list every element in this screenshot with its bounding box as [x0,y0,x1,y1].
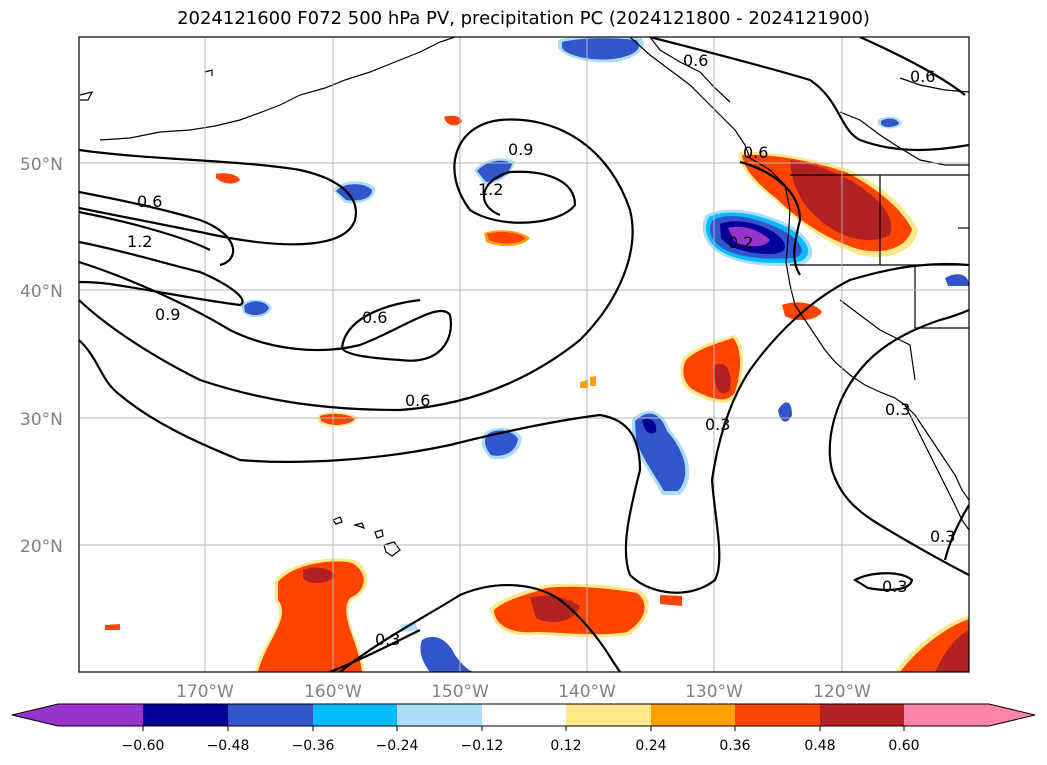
precip-negative-areas [241,37,969,672]
colorbar-tick-label: −0.24 [376,738,419,754]
contour-label: 1.2 [127,232,152,251]
contour-label: 0.3 [882,577,907,596]
colorbar-right-arrow [989,704,1035,726]
contour-label: 1.2 [478,180,503,199]
contour-label: 0.6 [137,192,162,211]
lon-label: 130°W [685,682,743,702]
contour-label-group: 0.6 0.6 0.6 1.2 0.9 0.9 1.2 0.6 0.6 0.3 … [127,51,955,649]
contour-label: 0.9 [508,140,533,159]
precip-positive-areas [105,115,969,672]
colorbar-segment [566,704,651,726]
map-background [79,37,969,672]
colorbar-tick-label: −0.12 [461,738,504,754]
colorbar-tick-label: 0.48 [804,738,835,754]
contour-label: 0.3 [930,527,955,546]
contour-label: 0.3 [705,415,730,434]
colorbar-tick-label: −0.60 [122,738,165,754]
colorbar-segment [482,704,566,726]
map-title: 2024121600 F072 500 hPa PV, precipitatio… [177,8,870,29]
colorbar-segment [904,704,989,726]
colorbar-tick-label: 0.24 [635,738,666,754]
lon-label: 120°W [813,682,871,702]
lon-label: 170°W [176,682,234,702]
colorbar: −0.60 −0.48 −0.36 −0.24 −0.12 0.12 0.24 … [11,703,1036,754]
lat-label: 20°N [20,537,63,557]
colorbar-tick-label: −0.36 [292,738,335,754]
lon-label: 150°W [431,682,489,702]
colorbar-segment [820,704,904,726]
lon-label: 160°W [304,682,362,702]
colorbar-left-arrow [12,704,58,726]
colorbar-outline [11,703,1036,727]
contour-label: 0.3 [885,400,910,419]
colorbar-segment [228,704,313,726]
colorbar-segment [143,704,228,726]
colorbar-tick-label: 0.60 [888,738,919,754]
colorbar-segment [735,704,820,726]
colorbar-segment [651,704,735,726]
contour-label: 0.6 [743,143,768,162]
colorbar-segment [58,704,143,726]
contour-label: 0.6 [362,308,387,327]
gridlines [79,37,969,672]
map-border [78,36,970,673]
colorbar-segment [397,704,482,726]
colorbar-tick-label: 0.12 [550,738,581,754]
contour-label: 0.6 [683,51,708,70]
pv-contours [79,37,969,672]
contour-label: 0.6 [405,391,430,410]
lat-label: 30°N [20,410,63,430]
lat-label: 50°N [20,155,63,175]
colorbar-tick-label: 0.36 [719,738,750,754]
colorbar-segment [313,704,397,726]
colorbar-tick-label: −0.48 [207,738,250,754]
lat-label: 40°N [20,282,63,302]
contour-label: 0.2 [728,233,753,252]
contour-label: 0.3 [375,630,400,649]
contour-label: 0.6 [910,67,935,86]
lon-label: 140°W [558,682,616,702]
contour-label: 0.9 [155,305,180,324]
